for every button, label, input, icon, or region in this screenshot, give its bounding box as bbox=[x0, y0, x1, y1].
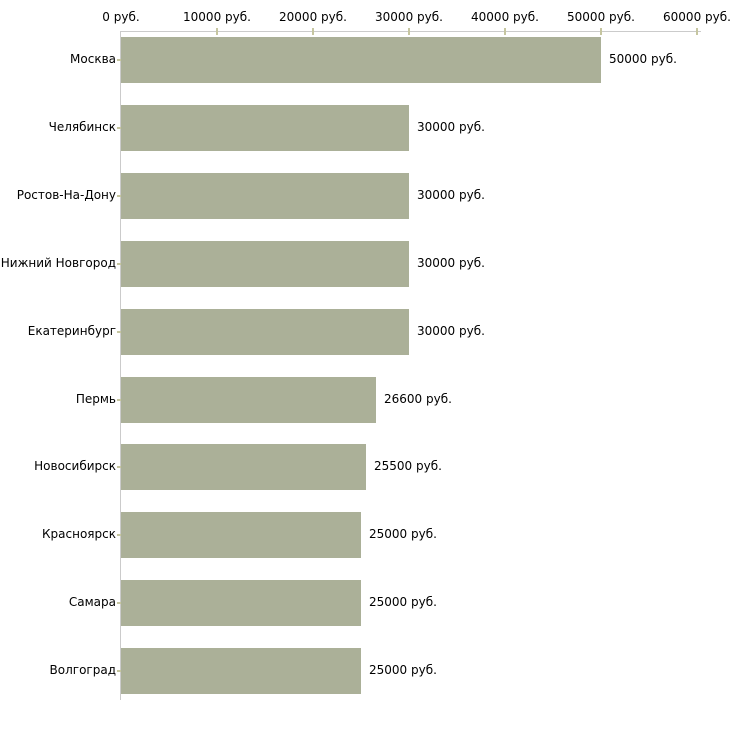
category-tick-mark bbox=[117, 466, 123, 468]
category-label: Москва bbox=[70, 52, 116, 66]
category-tick-mark bbox=[117, 534, 123, 536]
category-tick-mark bbox=[117, 399, 123, 401]
category-tick-mark bbox=[117, 602, 123, 604]
category-label: Екатеринбург bbox=[27, 324, 116, 338]
category-label: Волгоград bbox=[49, 663, 116, 677]
x-axis-tick-mark bbox=[504, 28, 506, 35]
category-label: Нижний Новгород bbox=[0, 256, 116, 270]
x-axis-tick-label: 20000 руб. bbox=[279, 10, 347, 24]
x-axis-tick-label: 0 руб. bbox=[102, 10, 140, 24]
x-axis-tick-mark bbox=[408, 28, 410, 35]
category-label: Самара bbox=[68, 595, 116, 609]
x-axis-line bbox=[120, 31, 701, 32]
bar-value-label: 25000 руб. bbox=[369, 595, 437, 609]
category-tick-mark bbox=[117, 670, 123, 672]
category-label: Ростов-На-Дону bbox=[16, 188, 116, 202]
x-axis-tick-mark bbox=[312, 28, 314, 35]
x-axis-tick-label: 60000 руб. bbox=[663, 10, 730, 24]
x-axis-tick-label: 30000 руб. bbox=[375, 10, 443, 24]
category-tick-mark bbox=[117, 195, 123, 197]
bar bbox=[121, 648, 361, 694]
bar bbox=[121, 512, 361, 558]
x-axis-tick-mark bbox=[216, 28, 218, 35]
bar bbox=[121, 309, 409, 355]
x-axis-tick-mark bbox=[600, 28, 602, 35]
x-axis-tick-label: 50000 руб. bbox=[567, 10, 635, 24]
category-tick-mark bbox=[117, 127, 123, 129]
bar-value-label: 30000 руб. bbox=[417, 256, 485, 270]
x-axis-tick-label: 10000 руб. bbox=[183, 10, 251, 24]
bar bbox=[121, 444, 366, 490]
bar-value-label: 25500 руб. bbox=[374, 459, 442, 473]
bar bbox=[121, 377, 376, 423]
bar bbox=[121, 580, 361, 626]
bar bbox=[121, 105, 409, 151]
category-label: Пермь bbox=[75, 392, 116, 406]
category-label: Новосибирск bbox=[34, 459, 116, 473]
category-tick-mark bbox=[117, 331, 123, 333]
category-tick-mark bbox=[117, 59, 123, 61]
bar-value-label: 50000 руб. bbox=[609, 52, 677, 66]
category-label: Челябинск bbox=[48, 120, 116, 134]
bar-value-label: 30000 руб. bbox=[417, 120, 485, 134]
bar-value-label: 25000 руб. bbox=[369, 663, 437, 677]
bar-value-label: 26600 руб. bbox=[384, 392, 452, 406]
bar-value-label: 30000 руб. bbox=[417, 324, 485, 338]
category-label: Красноярск bbox=[42, 527, 116, 541]
x-axis-tick-mark bbox=[696, 28, 698, 35]
bar bbox=[121, 173, 409, 219]
bar-value-label: 30000 руб. bbox=[417, 188, 485, 202]
x-axis-tick-label: 40000 руб. bbox=[471, 10, 539, 24]
y-axis-line bbox=[120, 32, 121, 700]
category-tick-mark bbox=[117, 263, 123, 265]
bar-value-label: 25000 руб. bbox=[369, 527, 437, 541]
bar bbox=[121, 37, 601, 83]
bar bbox=[121, 241, 409, 287]
